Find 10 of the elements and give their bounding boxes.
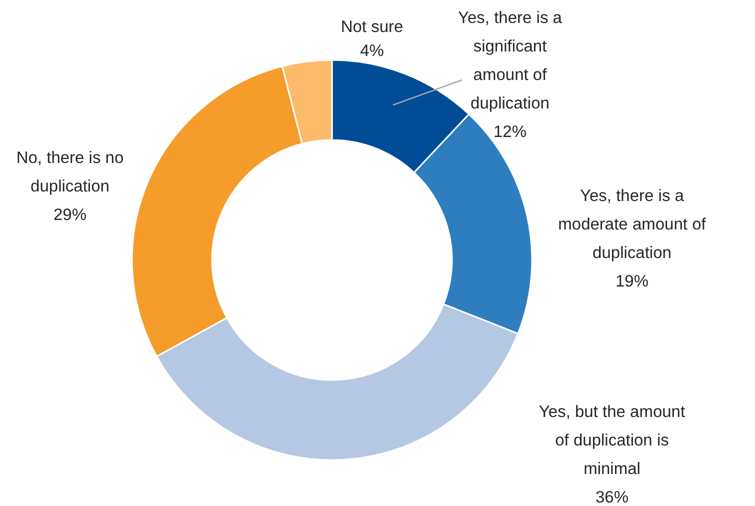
data-label: 4%: [360, 42, 384, 60]
slice-label: No, there is no duplication: [16, 149, 124, 196]
data-label: 36%: [595, 488, 629, 506]
slice-label: Not sure: [340, 18, 404, 36]
slice-label: Yes, there is a moderate amount of duplication: [558, 187, 706, 262]
data-label: 29%: [53, 206, 87, 224]
slice-label: Yes, but the amount of duplication is minimal: [538, 403, 686, 478]
data-label: 12%: [493, 123, 527, 141]
data-label: 19%: [615, 272, 649, 290]
slice-label: Yes, there is a significant amount of duplication: [458, 9, 563, 112]
